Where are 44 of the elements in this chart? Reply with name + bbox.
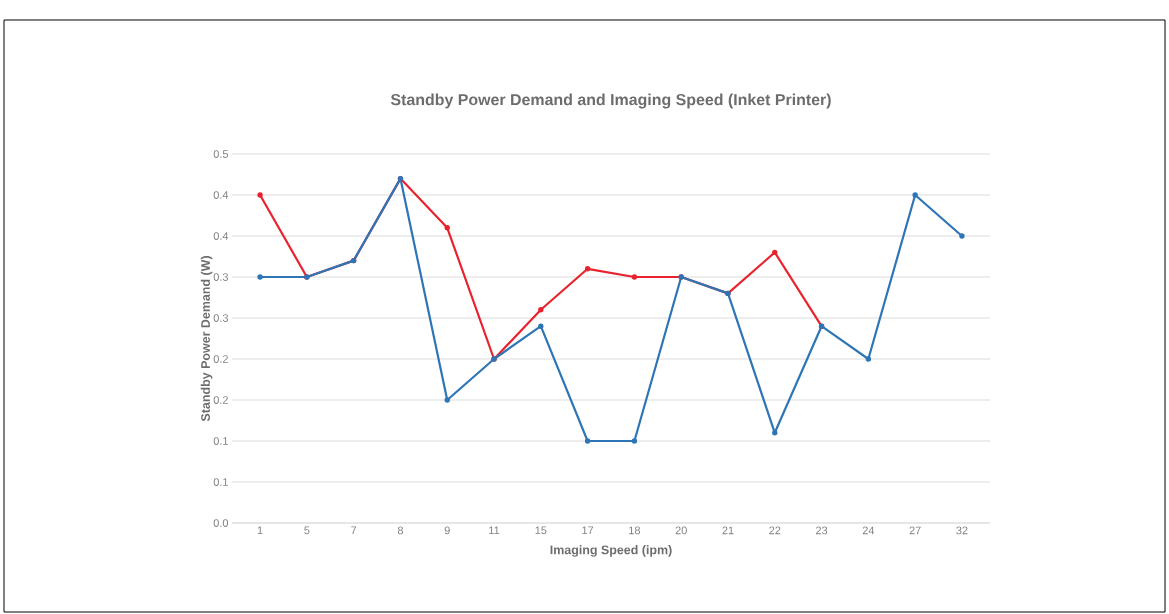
x-tick-label: 18 xyxy=(629,526,641,535)
x-tick-label: 22 xyxy=(769,526,781,535)
x-tick-label: 23 xyxy=(816,526,828,535)
x-tick-label: 9 xyxy=(444,526,450,535)
chart-title: Standby Power Demand and Imaging Speed (Inket Printer) xyxy=(390,93,831,109)
point xyxy=(865,356,872,362)
y-tick-label: 0.3 xyxy=(213,314,228,322)
y-axis-title: Standby Power Demand (W) xyxy=(200,256,213,422)
point xyxy=(959,233,965,239)
y-tick-label: 0.1 xyxy=(213,478,228,486)
point xyxy=(444,225,450,231)
point xyxy=(912,192,918,198)
y-tick-label: 0.2 xyxy=(213,355,228,363)
x-tick-label: 32 xyxy=(956,526,968,535)
point xyxy=(772,249,778,256)
x-tick-label: 5 xyxy=(304,526,310,535)
y-tick-label: 0.5 xyxy=(213,150,229,158)
x-tick-label: 11 xyxy=(489,526,500,535)
point xyxy=(631,274,638,280)
x-tick-label: 20 xyxy=(675,526,687,535)
point xyxy=(538,307,544,313)
x-tick-label: 17 xyxy=(582,526,594,535)
x-axis-title: Imaging Speed (ipm) xyxy=(550,545,672,557)
point xyxy=(538,323,544,329)
x-tick-label: 21 xyxy=(722,526,734,535)
y-tick-label: 0.2 xyxy=(213,396,228,404)
y-tick-label: 0.0 xyxy=(213,519,229,527)
x-tick-label: 7 xyxy=(351,526,357,535)
point xyxy=(444,397,450,403)
point xyxy=(257,274,263,280)
point xyxy=(631,438,638,444)
point xyxy=(257,192,263,198)
x-tick-label: 1 xyxy=(257,526,263,535)
point xyxy=(584,438,591,444)
y-tick-label: 0.4 xyxy=(213,232,229,240)
point xyxy=(772,430,778,436)
y-tick-label: 0.4 xyxy=(213,191,229,199)
point xyxy=(584,266,591,272)
x-tick-label: 27 xyxy=(909,526,921,535)
y-tick-label: 0.3 xyxy=(213,273,228,281)
y-tick-label: 0.1 xyxy=(213,437,228,445)
x-tick-label: 15 xyxy=(535,526,547,535)
x-tick-label: 24 xyxy=(862,526,875,535)
x-tick-label: 8 xyxy=(397,526,404,535)
